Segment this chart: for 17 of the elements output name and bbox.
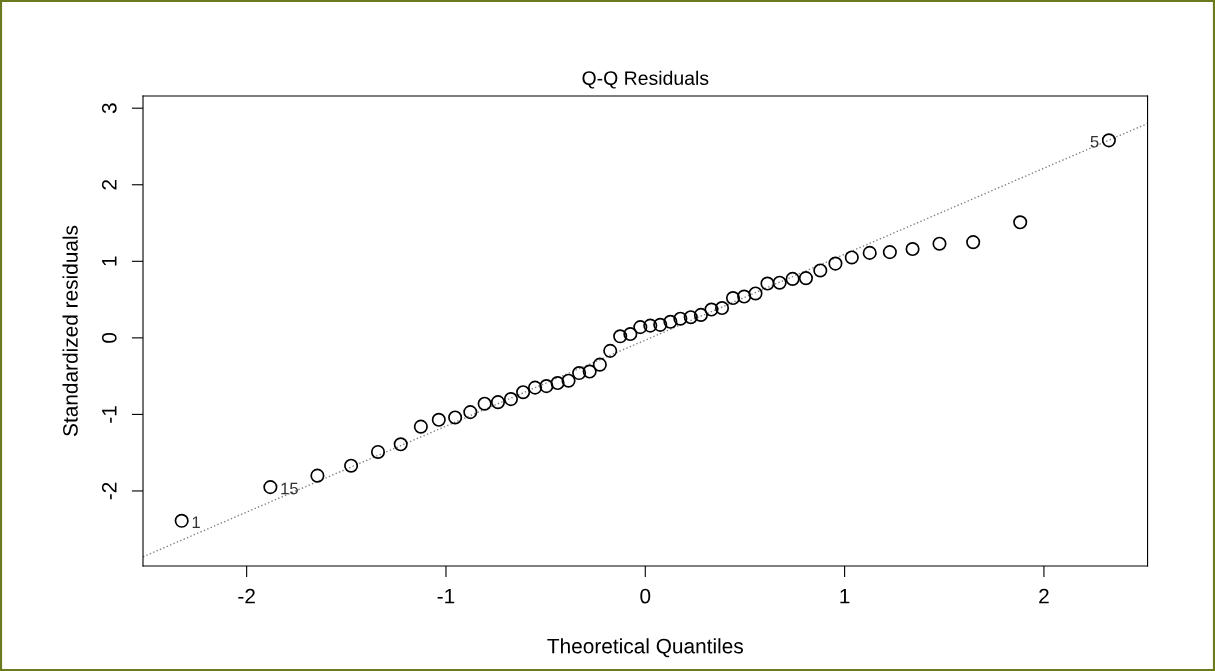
annotation: 1	[192, 516, 200, 528]
y-tick-label: -1	[102, 406, 117, 423]
y-tick-label: -2	[101, 482, 117, 500]
y-tick-label: 1	[102, 256, 117, 266]
y-tick-label: 2	[101, 180, 117, 190]
x-tick-label: -2	[238, 588, 255, 604]
chart-title: Q-Q Residuals	[582, 70, 709, 89]
annotation: 15	[281, 482, 298, 495]
x-tick-label: -1	[437, 588, 455, 604]
y-tick-label: 3	[101, 103, 117, 114]
x-tick-label: 2	[1039, 588, 1049, 604]
annotation: 5	[1090, 135, 1099, 148]
y-tick-label: 0	[101, 332, 117, 343]
x-axis-title: Theoretical Quantiles	[547, 638, 743, 658]
y-axis-title: Standardized residuals	[62, 225, 78, 436]
x-tick-label: 0	[640, 588, 651, 604]
x-tick-label: 1	[840, 588, 850, 604]
